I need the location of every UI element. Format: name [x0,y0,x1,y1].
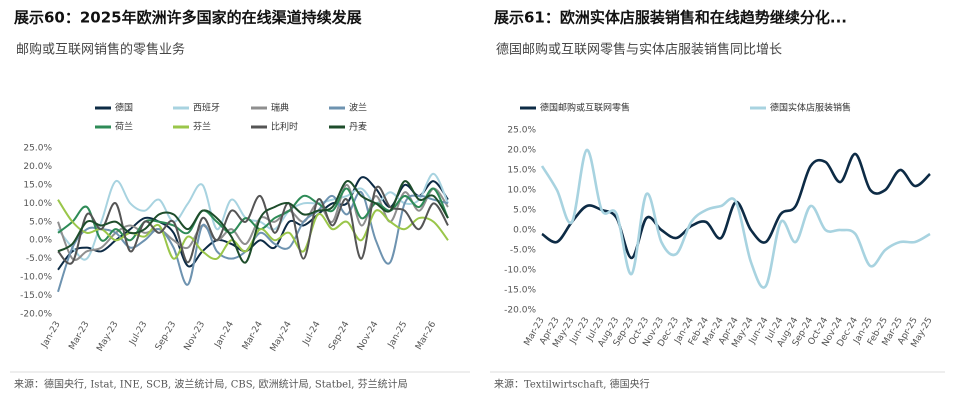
chart-subtitle: 邮购或互联网销售的零售业务 [16,42,185,58]
y-tick-label: 10.0% [507,186,536,196]
legend-label: 芬兰 [193,121,211,133]
legend-label: 德国实体店服装销售 [770,102,851,114]
series-line [57,185,449,265]
y-tick-label: 0.0% [513,226,536,236]
y-tick-label: -15.0% [20,291,52,301]
y-tick-label: 5.0% [29,217,52,227]
y-tick-label: -5.0% [26,254,53,264]
y-tick-label: -15.0% [504,286,536,296]
legend-label: 荷兰 [115,121,133,133]
chart-title: 展示61：欧洲实体店服装销售和在线趋势继续分化... [494,9,847,27]
y-tick-label: 15.0% [23,180,52,190]
legend-label: 瑞典 [271,102,289,114]
y-tick-label: -10.0% [20,273,52,283]
y-tick-label: -20.0% [20,310,52,320]
series-line [57,172,449,261]
y-tick-label: -5.0% [510,246,537,256]
legend-label: 比利时 [271,121,298,133]
legend-label: 波兰 [349,102,367,114]
series-line [57,187,449,242]
y-tick-label: -10.0% [504,266,536,276]
y-tick-label: 15.0% [507,166,536,176]
legend-label: 丹麦 [349,121,367,133]
series-line [540,148,931,289]
source: 来源：德国央行, Istat, INE, SCB, 波兰统计局, CBS, 欧洲… [14,378,408,391]
y-tick-label: 20.0% [507,146,536,156]
y-tick-label: 10.0% [23,199,52,209]
y-tick-label: 25.0% [23,144,52,154]
series-line [57,180,449,264]
y-tick-label: 25.0% [507,126,536,136]
source: 来源：Textilwirtschaft, 德国央行 [494,378,650,391]
chart-title: 展示60：2025年欧洲许多国家的在线渠道持续发展 [14,9,362,27]
y-tick-label: 5.0% [513,206,536,216]
y-tick-label: 20.0% [23,162,52,172]
legend-label: 西班牙 [193,102,220,114]
y-tick-label: 0.0% [29,236,52,246]
legend-label: 德国邮购或互联网零售 [540,102,630,114]
legend-label: 德国 [115,102,133,114]
y-tick-label: -20.0% [504,306,536,316]
chart-subtitle: 德国邮购或互联网零售与实体店服装销售同比增长 [496,42,782,58]
